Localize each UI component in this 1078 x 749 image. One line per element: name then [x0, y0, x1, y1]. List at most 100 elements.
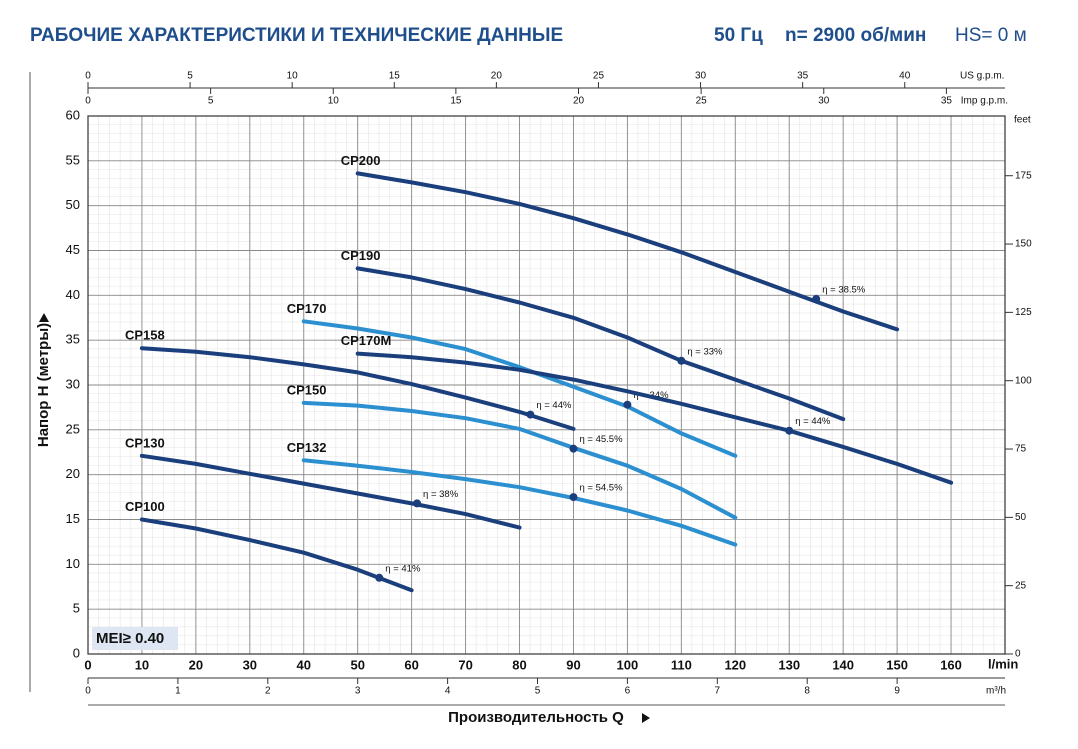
top-tick-label: 25: [696, 96, 708, 107]
series-label: CP190: [341, 248, 381, 263]
series-label: CP150: [287, 382, 327, 397]
efficiency-point: [569, 444, 578, 453]
bottom-tick-label: 3: [355, 686, 361, 697]
top-tick-label: 10: [328, 96, 340, 107]
x-tick-label: 0: [84, 657, 91, 672]
y-axis-title: Напор H (метры): [35, 323, 52, 447]
efficiency-label: η = 44%: [795, 416, 831, 427]
x-unit: l/min: [988, 656, 1018, 671]
y-tick-label: 10: [66, 556, 80, 571]
suction-head: HS= 0 м: [955, 25, 1027, 46]
arrow: [39, 313, 49, 322]
series-label: CP132: [287, 440, 327, 455]
curve: [139, 346, 576, 431]
curve: [139, 517, 414, 593]
curve: [355, 171, 900, 332]
x-tick-label: 40: [297, 657, 311, 672]
curve: [301, 400, 738, 520]
top-tick-label: 30: [695, 71, 707, 82]
y2-tick-label: 75: [1015, 444, 1027, 455]
top-tick-label: 15: [389, 71, 401, 82]
efficiency-point: [375, 573, 384, 582]
x-axis-title: Производительность Q: [448, 709, 624, 726]
y2-tick-label: 125: [1015, 307, 1032, 318]
x-tick-label: 160: [940, 657, 962, 672]
top-tick-label: 10: [287, 71, 299, 82]
top-tick-label: 0: [85, 96, 91, 107]
y2-tick-label: 100: [1015, 375, 1032, 386]
y2-tick-label: 150: [1015, 239, 1032, 250]
efficiency-label: η = 44%: [536, 400, 572, 411]
y-tick-label: 50: [66, 197, 80, 212]
top-tick-label: 25: [593, 71, 605, 82]
y-tick-label: 60: [66, 107, 80, 122]
bottom-axis-unit: m³/h: [986, 686, 1006, 697]
series-label: CP170M: [341, 333, 392, 348]
y-tick-label: 45: [66, 242, 80, 257]
badge-box: [92, 627, 178, 650]
y-tick-label: 20: [66, 466, 80, 481]
top-tick-label: 20: [573, 96, 585, 107]
series-label: CP130: [125, 435, 165, 450]
x-tick-label: 50: [350, 657, 364, 672]
bottom-tick-label: 2: [265, 686, 271, 697]
chart-title: РАБОЧИЕ ХАРАКТЕРИСТИКИ И ТЕХНИЧЕСКИЕ ДАН…: [30, 25, 563, 46]
top-axis-unit: Imp g.p.m.: [961, 96, 1008, 107]
top-tick-label: 5: [208, 96, 214, 107]
efficiency-point: [526, 410, 535, 419]
series-label: CP200: [341, 153, 381, 168]
efficiency-point: [677, 356, 686, 365]
bottom-tick-label: 1: [175, 686, 181, 697]
curve: [355, 351, 954, 485]
x-tick-label: 80: [512, 657, 526, 672]
efficiency-point: [785, 426, 794, 435]
x-tick-label: 120: [724, 657, 746, 672]
top-tick-label: 35: [941, 96, 953, 107]
efficiency-point: [812, 294, 821, 303]
y-tick-label: 55: [66, 152, 80, 167]
efficiency-point: [623, 400, 632, 409]
x-tick-label: 60: [404, 657, 418, 672]
top-tick-label: 30: [818, 96, 830, 107]
y-tick-label: 0: [73, 645, 80, 660]
top-tick-label: 15: [450, 96, 462, 107]
speed: n= 2900 об/мин: [785, 25, 926, 46]
x-tick-label: 20: [189, 657, 203, 672]
top-tick-label: 0: [85, 71, 91, 82]
y-tick-label: 15: [66, 511, 80, 526]
x-tick-label: 90: [566, 657, 580, 672]
x-tick-label: 110: [671, 657, 692, 672]
y-tick-label: 5: [73, 601, 80, 616]
x-tick-label: 130: [778, 657, 800, 672]
bottom-tick-label: 6: [625, 686, 631, 697]
x-tick-label: 10: [135, 657, 149, 672]
top-tick-label: 40: [899, 71, 911, 82]
y2-tick-label: 0: [1015, 649, 1021, 660]
curve: [301, 458, 738, 547]
efficiency-label: η = 41%: [385, 563, 421, 574]
x-tick-label: 140: [832, 657, 854, 672]
efficiency-point: [569, 493, 578, 502]
frequency: 50 Гц: [714, 25, 763, 46]
efficiency-label: η = 38%: [423, 489, 459, 500]
y2-axis-title: feet: [1014, 115, 1031, 126]
curve: [139, 453, 522, 530]
top-tick-label: 5: [187, 71, 193, 82]
bottom-tick-label: 0: [85, 686, 91, 697]
series-label: CP158: [125, 328, 165, 343]
series-label: CP100: [125, 499, 165, 514]
x-tick-label: 70: [458, 657, 472, 672]
curve: [301, 319, 738, 458]
y2-tick-label: 50: [1015, 512, 1027, 523]
bottom-tick-label: 4: [445, 686, 451, 697]
efficiency-label: η = 33%: [687, 346, 723, 357]
top-tick-label: 20: [491, 71, 503, 82]
bottom-tick-label: 5: [535, 686, 541, 697]
series-label: CP170: [287, 301, 327, 316]
curve: [355, 266, 846, 422]
y-tick-label: 30: [66, 376, 80, 391]
efficiency-label: η = 54.5%: [579, 483, 623, 494]
efficiency-label: η = 38.5%: [822, 284, 866, 295]
